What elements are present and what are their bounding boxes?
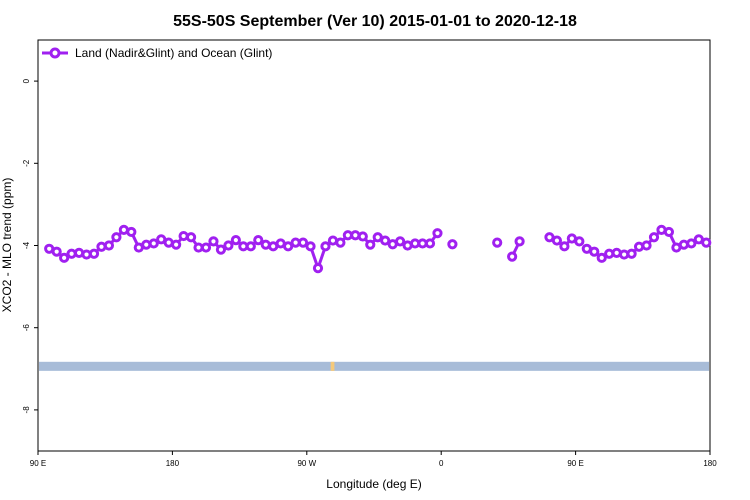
data-point [492,237,503,248]
x-tick-label: 180 [166,459,180,468]
data-point [305,241,316,252]
data-point [111,232,122,243]
data-point [686,238,697,249]
data-point [551,235,563,246]
data-point [589,246,600,257]
x-tick-label: 90 E [30,459,46,468]
data-point [432,228,443,239]
data-point [559,241,570,252]
x-tick-label: 180 [703,459,717,468]
data-point [514,236,525,247]
data-point [208,236,219,247]
data-point [507,251,518,262]
data-point [88,248,100,259]
data-point [171,239,182,250]
data-point [648,232,660,243]
data-point [320,241,331,252]
data-point [395,236,406,247]
data-point [283,241,294,252]
data-point [215,244,227,255]
data-point [223,240,234,251]
data-point [148,238,159,249]
data-point [380,235,391,246]
data-point [59,252,70,263]
y-tick-label: -2 [22,159,31,167]
data-point [596,252,607,263]
map-strip [39,361,709,371]
data-point [245,241,256,252]
data-point [312,263,324,274]
y-axis: 0 -2 -4 -6 -8 [22,78,38,413]
series-layer [44,224,712,274]
data-point [297,237,309,248]
data-point [447,239,458,250]
data-point [663,226,675,238]
data-point [126,226,137,238]
data-point [424,238,436,249]
data-point [641,240,652,251]
y-tick-label: -6 [22,324,31,332]
data-point [200,242,212,253]
data-point [574,236,585,247]
x-axis-label: Longitude (deg E) [326,477,421,491]
x-tick-label: 90 W [297,459,316,468]
y-tick-label: -8 [22,406,31,414]
x-tick-label: 90 E [567,459,583,468]
legend-marker [49,47,61,59]
chart-title: 55S-50S September (Ver 10) 2015-01-01 to… [173,13,577,30]
legend-label: Land (Nadir&Glint) and Ocean (Glint) [75,46,272,60]
x-tick-label: 0 [439,459,444,468]
legend: Land (Nadir&Glint) and Ocean (Glint) [42,46,272,60]
data-point [365,239,376,250]
data-point [626,248,637,259]
data-point [701,237,712,248]
x-axis: 90 E 180 90 W 0 90 E 180 [30,451,717,468]
data-point [335,237,346,248]
data-point [51,246,62,257]
data-point [253,235,264,246]
y-axis-label: XCO2 - MLO trend (ppm) [0,178,14,313]
y-tick-label: -4 [22,241,31,249]
y-tick-label: 0 [22,78,31,83]
map-strip-ocean [39,361,709,371]
data-point [357,231,368,242]
data-point [185,232,197,243]
data-point [230,235,241,246]
map-strip-land [330,361,335,371]
data-point [103,240,115,251]
